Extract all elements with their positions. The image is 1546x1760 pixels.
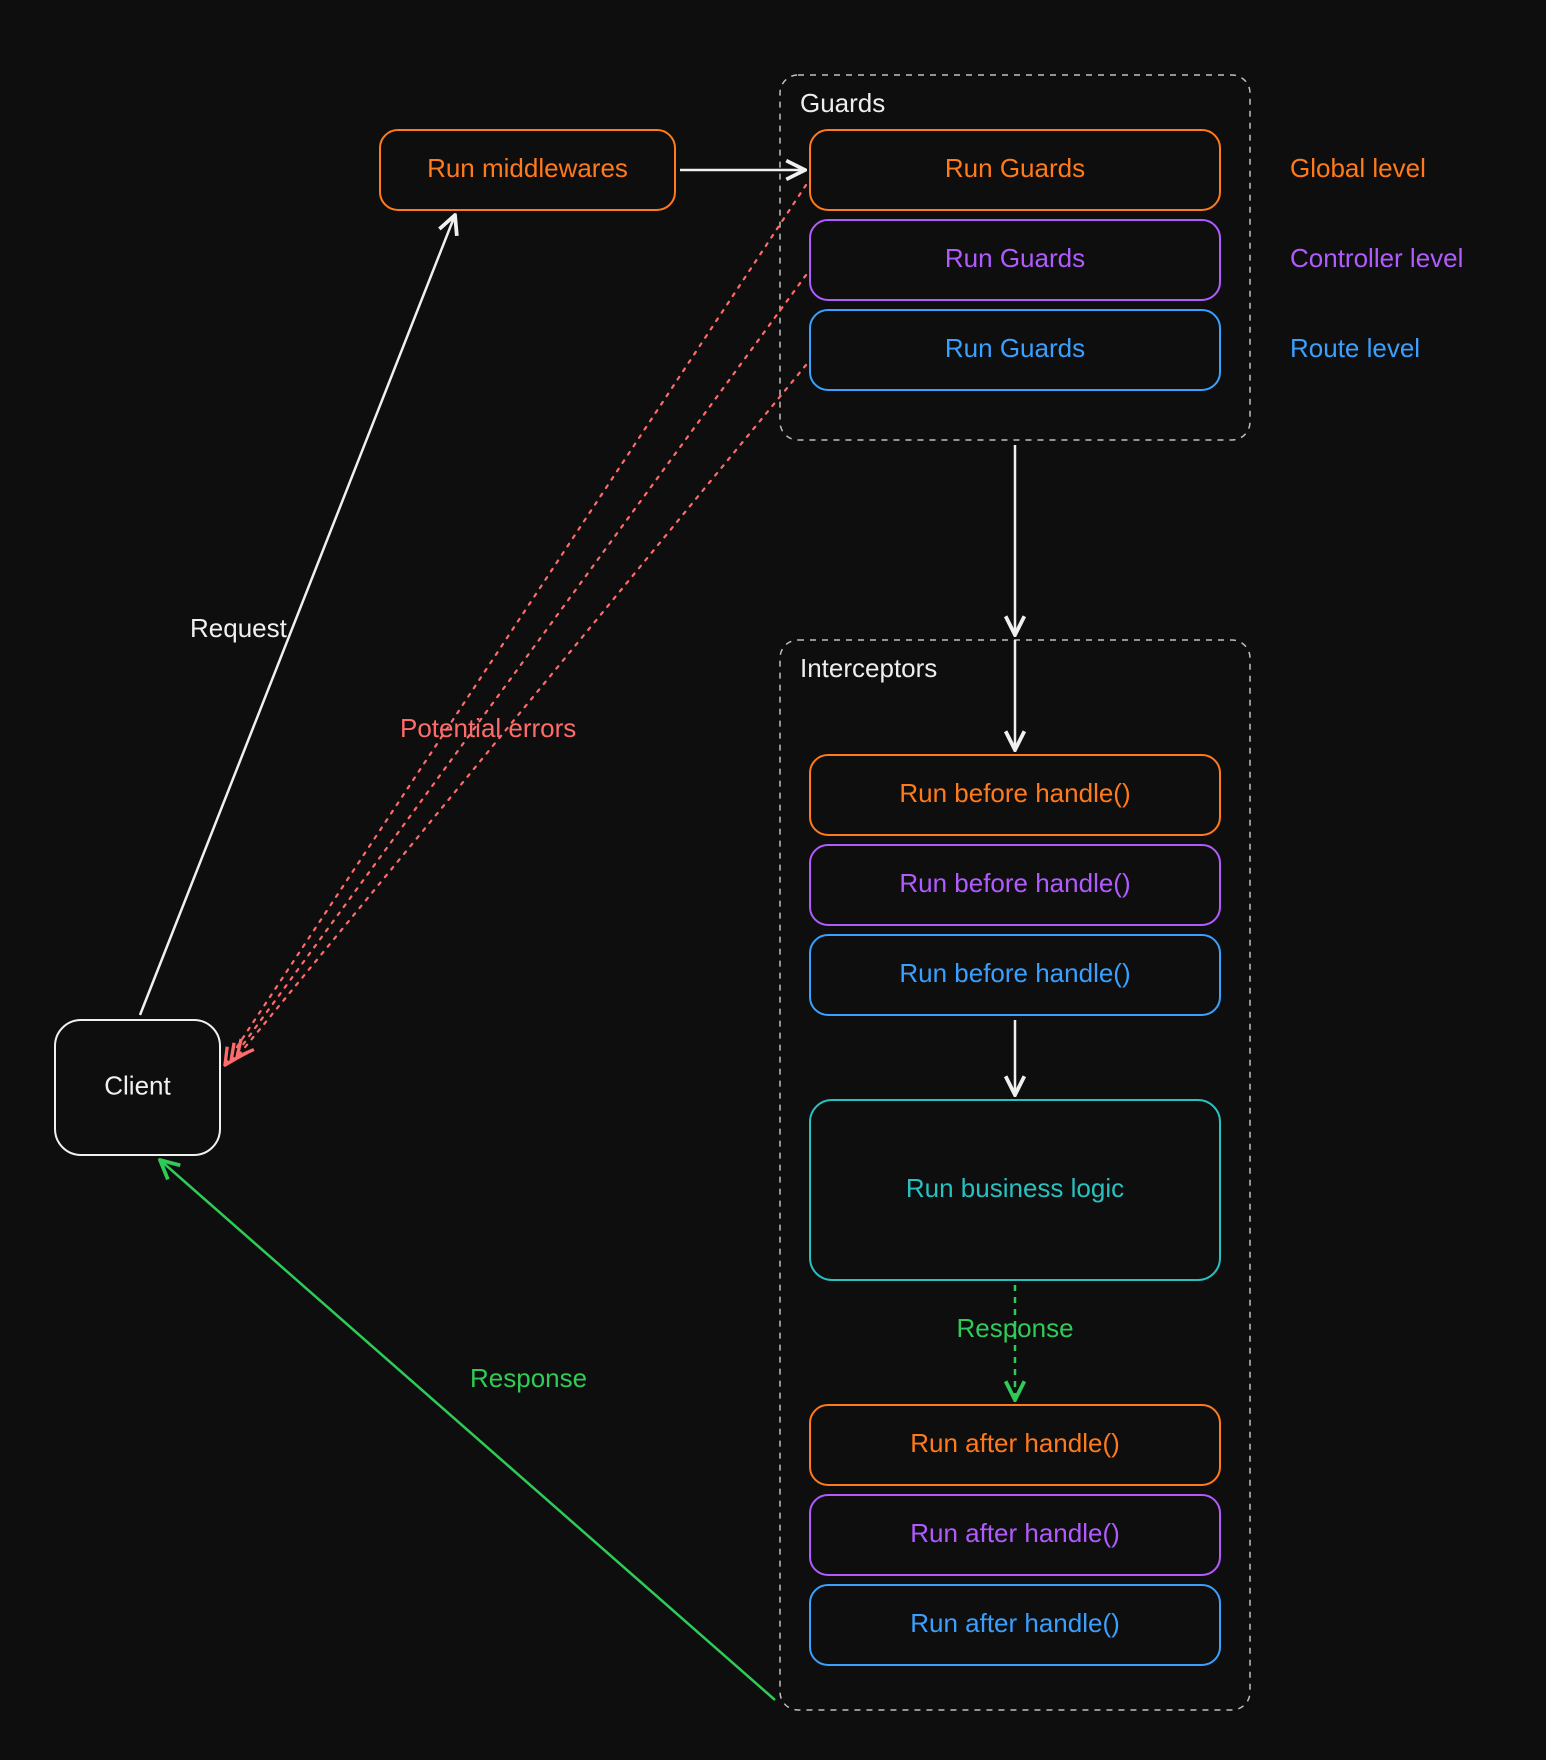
- node-before_global-label: Run before handle(): [899, 778, 1130, 808]
- node-guard_route-label: Run Guards: [945, 333, 1085, 363]
- error-arrow-1: [231, 275, 806, 1061]
- node-after_controller: Run after handle(): [810, 1495, 1220, 1575]
- node-guard_controller-label: Run Guards: [945, 243, 1085, 273]
- node-business-label: Run business logic: [906, 1173, 1124, 1203]
- node-after_controller-label: Run after handle(): [910, 1518, 1120, 1548]
- node-middlewares: Run middlewares: [380, 130, 675, 210]
- node-middlewares-label: Run middlewares: [427, 153, 628, 183]
- node-guard_global-label: Run Guards: [945, 153, 1085, 183]
- legend-item-1: Controller level: [1290, 243, 1463, 273]
- node-business: Run business logic: [810, 1100, 1220, 1280]
- node-guard_controller: Run Guards: [810, 220, 1220, 300]
- guards-container-label: Guards: [800, 88, 885, 118]
- node-client: Client: [55, 1020, 220, 1155]
- node-client-label: Client: [104, 1070, 171, 1100]
- arrow-request-label: Request: [190, 613, 288, 643]
- node-after_route-label: Run after handle(): [910, 1608, 1120, 1638]
- node-after_route: Run after handle(): [810, 1585, 1220, 1665]
- error-arrow-0: [225, 185, 806, 1065]
- node-guard_global: Run Guards: [810, 130, 1220, 210]
- node-before_route-label: Run before handle(): [899, 958, 1130, 988]
- node-guard_route: Run Guards: [810, 310, 1220, 390]
- node-after_global: Run after handle(): [810, 1405, 1220, 1485]
- legend-item-0: Global level: [1290, 153, 1426, 183]
- diagram-canvas: Guards Interceptors Client Run middlewares…: [0, 0, 1546, 1760]
- node-before_global: Run before handle(): [810, 755, 1220, 835]
- node-after_global-label: Run after handle(): [910, 1428, 1120, 1458]
- node-before_controller: Run before handle(): [810, 845, 1220, 925]
- error-arrows-label: Potential errors: [400, 713, 576, 743]
- node-before_controller-label: Run before handle(): [899, 868, 1130, 898]
- arrow-request: [140, 215, 455, 1015]
- arrow-response_to_client-label: Response: [470, 1363, 587, 1393]
- legend-item-2: Route level: [1290, 333, 1420, 363]
- arrow-response_to_client: [160, 1160, 775, 1700]
- error-arrow-2: [237, 365, 806, 1057]
- arrow-business_to_after-label: Response: [956, 1313, 1073, 1343]
- interceptors-container-label: Interceptors: [800, 653, 937, 683]
- node-before_route: Run before handle(): [810, 935, 1220, 1015]
